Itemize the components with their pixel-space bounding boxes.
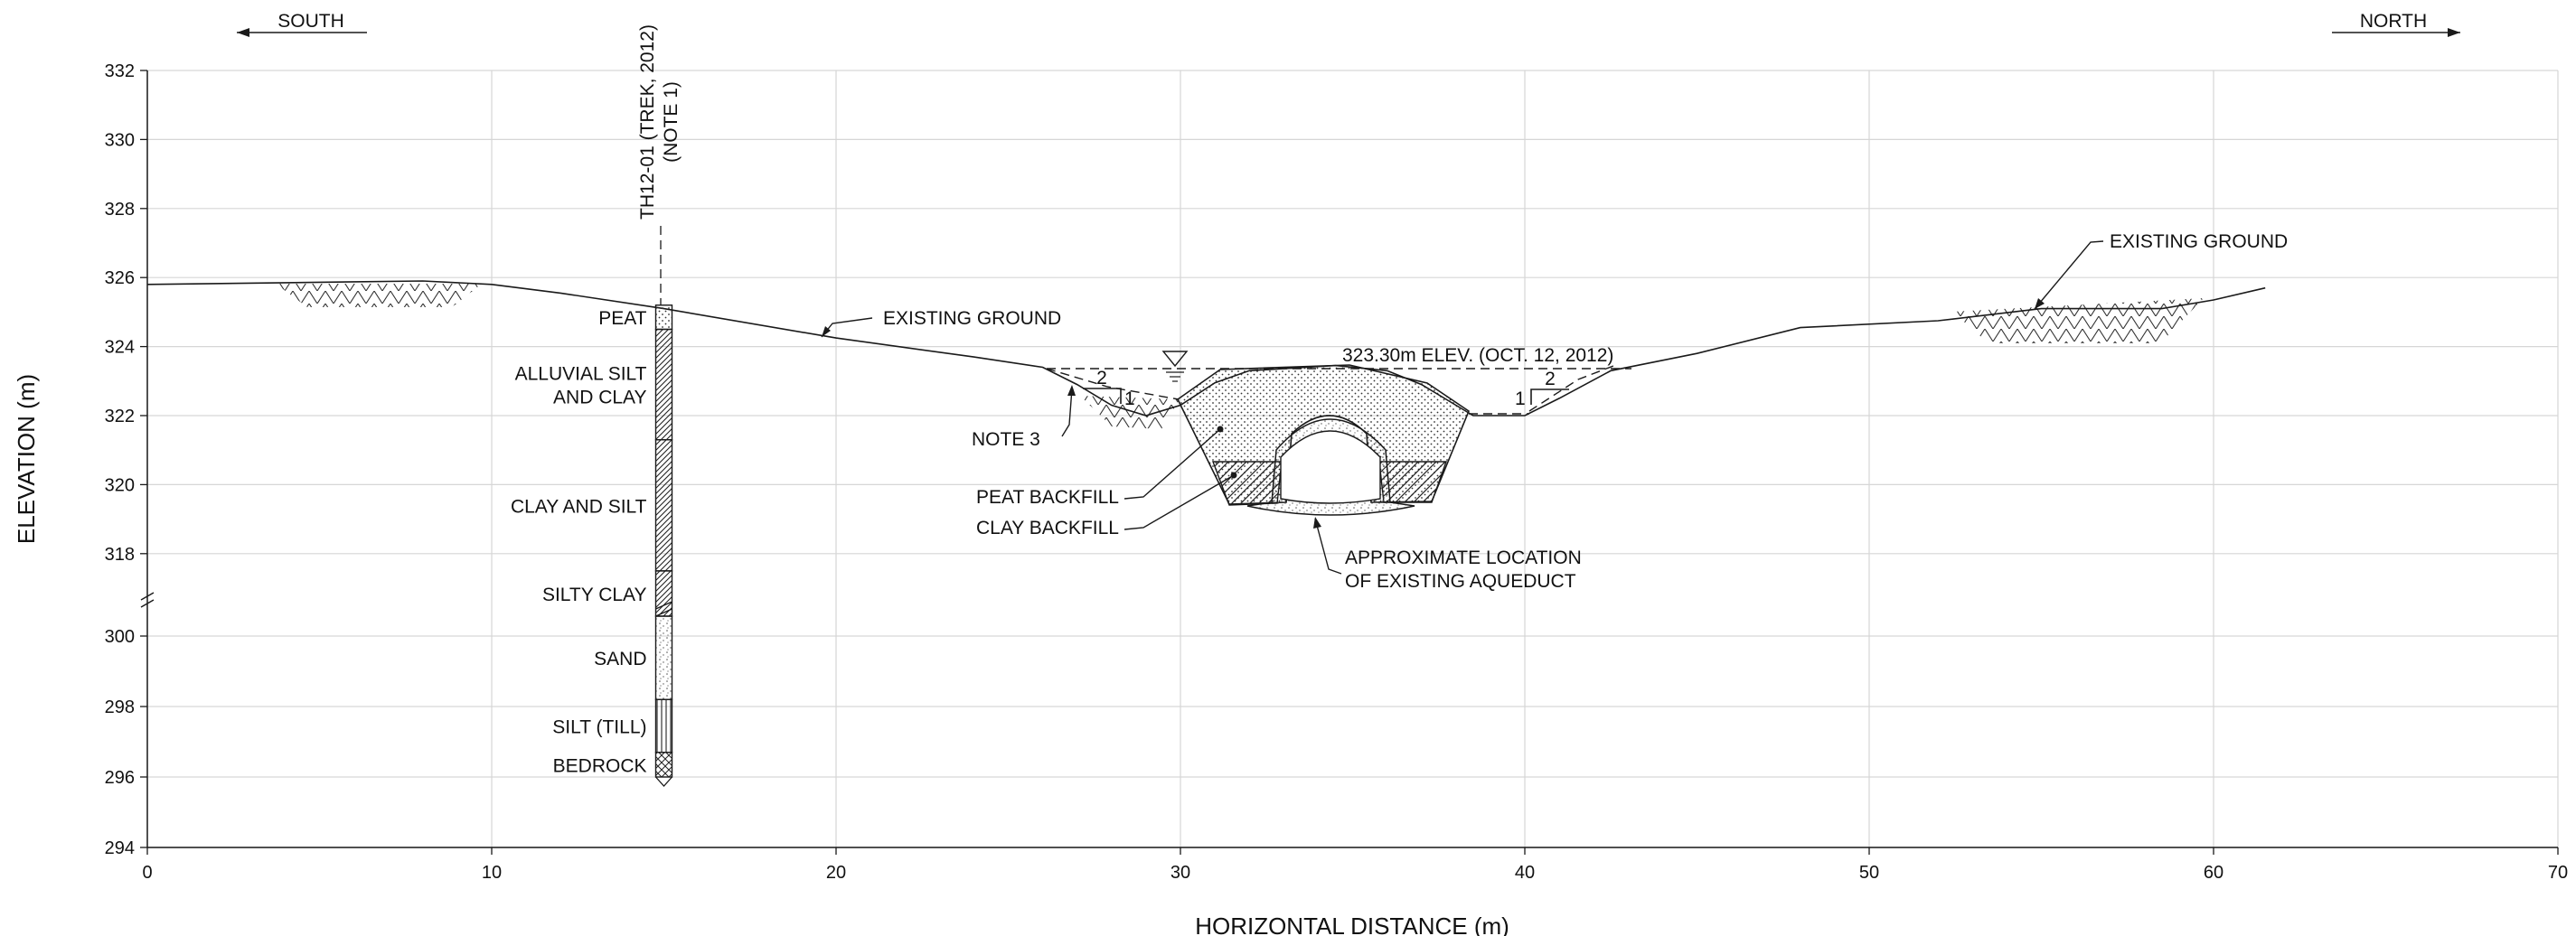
y-tick-label: 296: [105, 768, 135, 788]
slope-left-horizontal: 2: [1096, 368, 1107, 388]
borehole-layer: [654, 752, 673, 778]
borehole-layer: [654, 698, 673, 753]
clay-backfill-callout: CLAY BACKFILL: [976, 472, 1237, 538]
y-tick-label: 326: [105, 268, 135, 288]
slope-left-vertical: 1: [1124, 388, 1135, 409]
y-tick-label: 324: [105, 338, 135, 358]
arrow-left-icon: [237, 28, 249, 37]
borehole-layer: [654, 328, 673, 441]
water-level-label: 323.30m ELEV. (OCT. 12, 2012): [1342, 345, 1613, 366]
borehole-layer: [654, 615, 673, 700]
excavation-zone: [1176, 364, 1470, 516]
water-level-icon: [1161, 351, 1189, 368]
y-axis-title: ELEVATION (m): [13, 374, 40, 544]
peat-backfill-label: PEAT BACKFILL: [976, 487, 1119, 508]
x-axis-title: HORIZONTAL DISTANCE (m): [1195, 913, 1509, 936]
borehole-end-mark: [655, 776, 672, 787]
ticks: 0 10 20 30 40 50 60 70 332 330 328 326 324 322 320 318 3…: [105, 61, 2569, 883]
borehole-layer-label: ALLUVIAL SILT: [515, 364, 647, 385]
aqueduct-label-line2: OF EXISTING AQUEDUCT: [1345, 571, 1576, 592]
y-tick-label: 322: [105, 407, 135, 426]
y-tick-label: 320: [105, 475, 135, 495]
borehole-layer: [654, 304, 673, 331]
aqueduct-label-line1: APPROXIMATE LOCATION: [1345, 548, 1582, 568]
existing-ground-callout-left: EXISTING GROUND: [821, 308, 1061, 338]
existing-ground-callout-right: EXISTING GROUND: [2034, 231, 2288, 310]
x-tick-label: 70: [2548, 863, 2568, 883]
slope-ratio-left: 2 1: [1083, 368, 1135, 409]
left-slope-dashed: [1046, 368, 1180, 400]
surface-hatch-right: [1952, 298, 2204, 343]
x-tick-label: 50: [1859, 863, 1879, 883]
y-tick-label: 332: [105, 61, 135, 81]
y-tick-label: 298: [105, 697, 135, 717]
y-tick-label: 318: [105, 545, 135, 565]
borehole-id: TH12-01 (TREK, 2012): [637, 24, 658, 220]
axis-break-mark: [140, 592, 155, 608]
borehole-layer-label: SILT (TILL): [552, 716, 646, 737]
borehole-layer-label: CLAY AND SILT: [511, 496, 647, 517]
aqueduct-opening: [1280, 430, 1381, 504]
south-label: SOUTH: [277, 11, 344, 32]
right-slope-dashed: [1528, 365, 1614, 412]
aqueduct-callout: APPROXIMATE LOCATION OF EXISTING AQUEDUC…: [1313, 517, 1582, 592]
clay-backfill-label: CLAY BACKFILL: [976, 518, 1119, 538]
north-label: NORTH: [2360, 11, 2427, 32]
borehole-layer-label: PEAT: [598, 308, 646, 329]
borehole-log: PEAT ALLUVIAL SILT AND CLAY CLAY AND SILT SI…: [511, 304, 673, 787]
y-tick-label: 294: [105, 838, 135, 858]
borehole-layer-label: SILTY CLAY: [542, 585, 647, 605]
borehole-layer-label: SAND: [594, 649, 646, 669]
peat-backfill-callout: PEAT BACKFILL: [976, 426, 1224, 508]
note3-callout: NOTE 3: [972, 385, 1076, 450]
existing-ground-line: [146, 280, 2266, 417]
x-tick-label: 0: [142, 863, 152, 883]
x-tick-label: 60: [2204, 863, 2223, 883]
existing-ground-label-left: EXISTING GROUND: [883, 308, 1061, 329]
slope-right-horizontal: 2: [1545, 369, 1556, 389]
borehole-layer: [654, 570, 673, 617]
north-arrow: NORTH: [2332, 11, 2460, 37]
x-tick-label: 30: [1170, 863, 1190, 883]
y-tick-label: 300: [105, 627, 135, 647]
borehole-break-mark: [655, 601, 672, 617]
y-tick-label: 328: [105, 200, 135, 220]
existing-ground-label-right: EXISTING GROUND: [2110, 231, 2288, 252]
x-tick-label: 40: [1515, 863, 1535, 883]
south-arrow: SOUTH: [237, 11, 367, 37]
borehole-layer: [654, 439, 673, 572]
slope-ratio-right: 2 1: [1515, 369, 1569, 409]
axes: [140, 70, 2558, 848]
surface-hatch-ditch: [1080, 396, 1180, 429]
note3-label: NOTE 3: [972, 429, 1040, 450]
clay-backfill-left: [1211, 461, 1283, 506]
y-tick-label: 330: [105, 130, 135, 150]
surface-hatch-left: [276, 284, 482, 307]
slope-right-vertical: 1: [1515, 388, 1526, 409]
borehole-layer-label: BEDROCK: [553, 755, 647, 776]
borehole-layer-label: AND CLAY: [553, 388, 646, 408]
borehole-note: (NOTE 1): [661, 81, 682, 163]
arrow-right-icon: [2448, 28, 2460, 37]
x-tick-label: 20: [826, 863, 846, 883]
x-tick-label: 10: [482, 863, 502, 883]
